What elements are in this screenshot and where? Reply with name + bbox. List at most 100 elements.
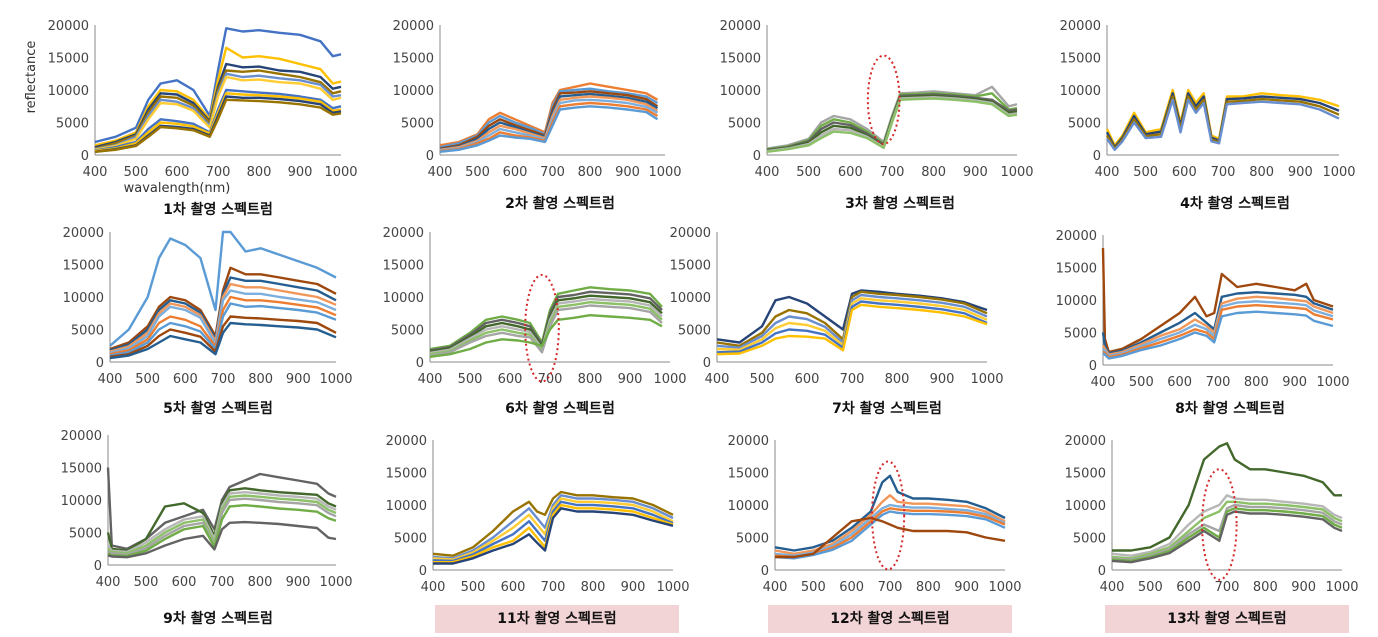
x-tick-label: 800: [1249, 165, 1274, 180]
y-tick-label: 0: [416, 356, 424, 371]
x-tick-label: 600: [173, 372, 198, 387]
x-tick-label: 600: [1167, 375, 1192, 390]
series-line: [106, 487, 337, 552]
y-tick-label: 0: [1093, 149, 1101, 164]
series-line: [109, 321, 337, 360]
y-tick-label: 10000: [670, 291, 711, 306]
y-tick-label: 0: [81, 149, 89, 164]
x-tick-label: 800: [885, 372, 910, 387]
series-line: [107, 491, 337, 554]
x-tick-label: 400: [755, 165, 780, 180]
x-tick-label: 700: [540, 165, 565, 180]
x-tick-label: 700: [1215, 580, 1240, 595]
x-tick-label: 900: [963, 165, 988, 180]
x-tick-label: 800: [916, 580, 941, 595]
series-line: [716, 303, 988, 356]
y-tick-label: 15000: [720, 52, 761, 67]
highlight-ellipse: [524, 273, 560, 383]
highlight-ellipse: [870, 460, 906, 571]
chart-caption: 5차 촬영 스펙트럼: [163, 401, 273, 417]
y-tick-label: 20000: [61, 429, 102, 444]
y-tick-label: 20000: [48, 19, 89, 34]
series-line: [775, 516, 1006, 559]
x-tick-label: 700: [878, 580, 903, 595]
x-tick-label: 500: [801, 580, 826, 595]
chart-panel-p12: 0 5000 10000 15000 20000 400 500 600 700 800 900 10…: [728, 434, 1022, 595]
x-tick-label: 1000: [970, 372, 1003, 387]
x-tick-label: 600: [1176, 580, 1201, 595]
y-tick-label: 10000: [61, 494, 102, 509]
highlight-ellipse: [1201, 468, 1238, 581]
chart-svg: 0 5000 10000 15000 20000 400 500 600 700 800 900 10…: [728, 434, 1022, 595]
highlight-ellipse: [866, 54, 901, 145]
x-tick-label: 1000: [988, 580, 1021, 595]
y-tick-label: 15000: [61, 462, 102, 477]
y-tick-label: 0: [94, 559, 102, 574]
x-tick-label: 800: [578, 372, 603, 387]
x-tick-label: 700: [538, 372, 563, 387]
y-tick-label: 10000: [720, 84, 761, 99]
x-tick-label: 800: [921, 165, 946, 180]
series-line: [1111, 494, 1343, 557]
series-line: [432, 490, 674, 557]
series-line: [774, 507, 1006, 559]
y-tick-label: 20000: [1065, 434, 1106, 449]
y-tick-label: 15000: [393, 52, 434, 67]
x-tick-label: 1000: [319, 372, 352, 387]
x-tick-label: 400: [705, 372, 730, 387]
x-tick-label: 400: [421, 580, 446, 595]
x-tick-label: 900: [1288, 165, 1313, 180]
y-tick-label: 15000: [48, 52, 89, 67]
y-tick-label: 5000: [56, 117, 89, 132]
x-tick-label: 500: [750, 372, 775, 387]
y-tick-label: 20000: [1056, 229, 1097, 244]
y-tick-label: 15000: [1056, 262, 1097, 277]
series-line: [109, 289, 337, 355]
x-tick-label: 900: [954, 580, 979, 595]
series-line: [109, 230, 337, 347]
x-tick-label: 1000: [648, 165, 681, 180]
chart-svg: 0 5000 10000 15000 20000 400 500 600 700 800 900 10…: [24, 19, 358, 196]
x-tick-label: 400: [1091, 375, 1116, 390]
chart-panel-p9: 0 5000 10000 15000 20000 400 500 600 700 800 900 10…: [61, 429, 353, 590]
y-tick-label: 10000: [393, 84, 434, 99]
series-line: [94, 62, 342, 149]
x-tick-label: 500: [461, 580, 486, 595]
x-tick-label: 500: [796, 165, 821, 180]
series-line: [1105, 95, 1340, 150]
x-tick-label: 400: [1100, 580, 1125, 595]
chart-svg: 0 5000 10000 15000 20000 400 500 600 700 800 900 10…: [1060, 19, 1356, 180]
x-tick-label: 900: [1291, 580, 1316, 595]
chart-panel-p8: 0 5000 10000 15000 20000 400 500 600 700 800 900 10…: [1056, 229, 1350, 390]
series-line: [107, 494, 337, 555]
y-tick-label: 20000: [393, 19, 434, 34]
y-tick-label: 5000: [69, 527, 102, 542]
y-tick-label: 15000: [1065, 467, 1106, 482]
chart-svg: 0 5000 10000 15000 20000 400 500 600 700 800 900 10…: [61, 429, 353, 590]
y-tick-label: 20000: [720, 19, 761, 34]
x-tick-label: 1000: [1322, 165, 1355, 180]
x-tick-label: 900: [1282, 375, 1307, 390]
x-tick-label: 1000: [319, 575, 352, 590]
chart-svg: 0 5000 10000 15000 20000 400 500 600 700 800 900 10…: [383, 226, 687, 387]
y-axis-label: reflectance: [24, 41, 39, 114]
x-tick-label: 800: [578, 165, 603, 180]
chart-caption: 1차 촬영 스펙트럼: [163, 202, 273, 218]
y-tick-label: 5000: [401, 117, 434, 132]
y-tick-label: 0: [1098, 564, 1106, 579]
chart-svg: 0 5000 10000 15000 20000 400 500 600 700 800 900 10…: [1065, 434, 1359, 595]
chart-svg: 0 5000 10000 15000 20000 400 500 600 700 800 900 10…: [393, 19, 682, 180]
y-tick-label: 15000: [1060, 52, 1101, 67]
y-tick-label: 15000: [63, 259, 104, 274]
x-tick-label: 700: [211, 372, 236, 387]
x-tick-label: 700: [206, 165, 231, 180]
x-tick-label: 600: [839, 580, 864, 595]
y-tick-label: 20000: [670, 226, 711, 241]
x-tick-label: 800: [1253, 580, 1278, 595]
series-line: [94, 69, 342, 150]
y-tick-label: 0: [1089, 359, 1097, 374]
series-line: [432, 497, 674, 561]
x-tick-label: 700: [541, 580, 566, 595]
series-line: [429, 313, 663, 358]
x-tick-label: 400: [98, 372, 123, 387]
